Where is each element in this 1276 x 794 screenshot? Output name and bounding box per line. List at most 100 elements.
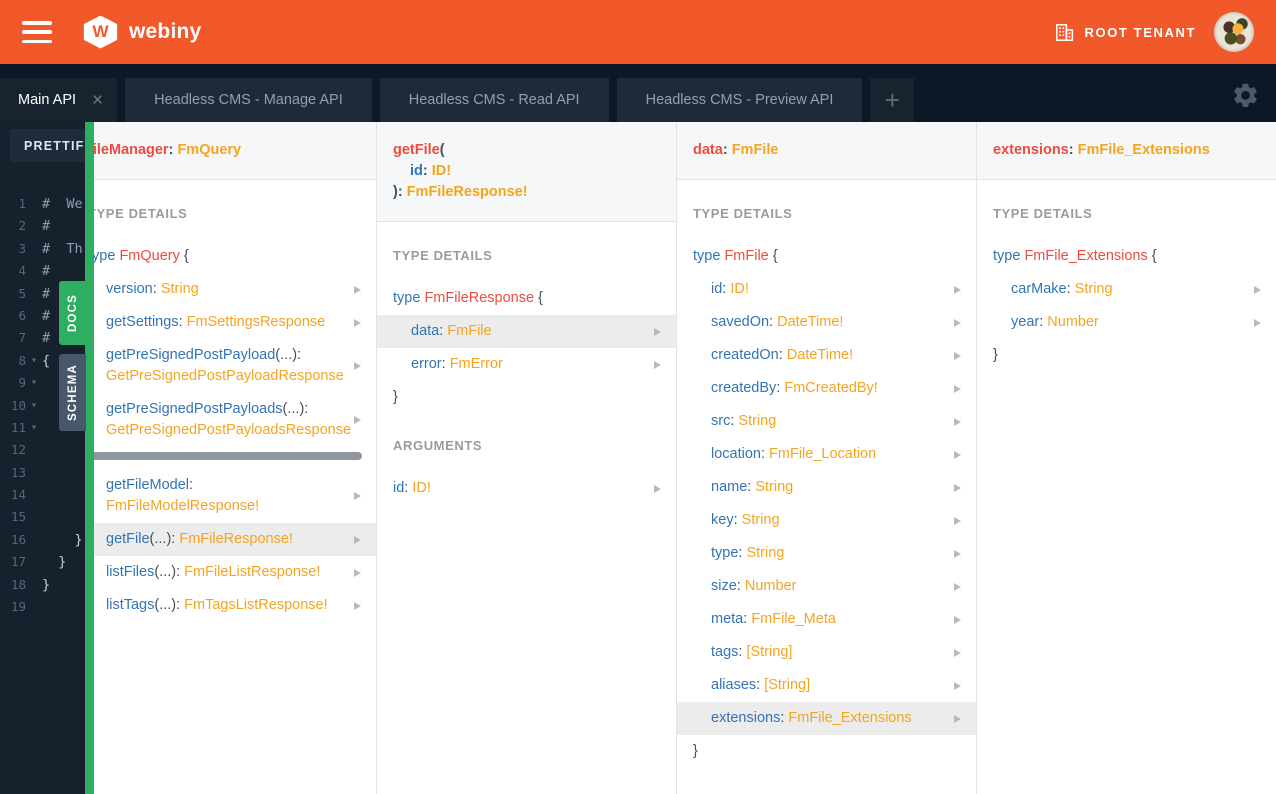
doc-row[interactable]: id: ID! [377,472,676,505]
doc-row[interactable]: meta: FmFile_Meta [677,603,976,636]
doc-row[interactable]: } [94,622,376,655]
code-line[interactable]: 2 # [0,215,94,237]
row-text: getFileModel: FmFileModelResponse! [106,477,259,514]
settings-gear-icon[interactable] [1231,81,1260,110]
doc-row[interactable]: savedOn: DateTime! [677,306,976,339]
token: Number [744,578,797,594]
doc-row[interactable]: size: Number [677,570,976,603]
token: : [738,644,747,660]
tab-schema[interactable]: SCHEMA [59,354,86,431]
doc-row[interactable]: type FmFile { [677,240,976,273]
code-line[interactable]: 13 [0,462,94,484]
add-tab-button[interactable]: + [870,78,915,122]
doc-row[interactable]: name: String [677,471,976,504]
token: FmFile [724,248,769,264]
doc-row[interactable]: extensions: FmFile_Extensions [677,702,976,735]
row-text: createdBy: FmCreatedBy! [711,380,878,396]
doc-row[interactable]: type: String [677,537,976,570]
doc-row[interactable]: src: String [677,405,976,438]
row-text: aliases: [String] [711,677,810,693]
code-line[interactable]: 10 ▾ [0,395,94,417]
code-line[interactable]: 3 # Th [0,238,94,260]
doc-row[interactable]: } [377,381,676,414]
token: { [179,248,189,264]
close-tab-icon[interactable]: × [92,89,104,111]
token: fileManager [94,142,169,158]
doc-row[interactable]: getPreSignedPostPayloads(...): GetPreSign… [94,393,376,447]
doc-row[interactable]: } [677,735,976,768]
api-tab[interactable]: Main API × [0,78,118,122]
token: createdOn [711,347,779,363]
api-tab[interactable]: Headless CMS - Read API [379,78,609,122]
doc-row[interactable]: getPreSignedPostPayload(...): GetPreSigne… [94,339,376,393]
line-number: 6 [18,307,26,323]
code-line[interactable]: 9 ▾ [0,372,94,394]
doc-row[interactable]: createdBy: FmCreatedBy! [677,372,976,405]
code-line[interactable]: 6 # [0,305,94,327]
tenant-selector[interactable]: ROOT TENANT [1054,22,1196,43]
api-tab[interactable]: Headless CMS - Manage API [125,78,372,122]
doc-row[interactable]: id: ID! [677,273,976,306]
code-line[interactable]: 4 # [0,260,94,282]
fold-arrow-icon[interactable]: ▾ [30,399,38,411]
tab-docs[interactable]: DOCS [59,281,86,345]
doc-row[interactable]: tags: [String] [677,636,976,669]
doc-row[interactable]: type FmQuery { [94,240,376,273]
token: { [1147,248,1157,264]
token: FmFileResponse! [406,184,528,200]
api-tab[interactable]: Headless CMS - Preview API [616,78,863,122]
doc-row[interactable]: year: Number [977,306,1276,339]
code-line[interactable]: 16 } [0,529,94,551]
doc-row[interactable]: key: String [677,504,976,537]
user-avatar[interactable] [1214,12,1254,52]
code-line[interactable]: 14 [0,484,94,506]
doc-row[interactable]: type FmFile_Extensions { [977,240,1276,273]
code-line[interactable]: 8 ▾ { [0,350,94,372]
token: getPreSignedPostPayload [106,347,276,363]
line-number: 14 [10,487,26,503]
hamburger-menu-icon[interactable] [22,21,52,43]
row-text: } [693,743,698,759]
docs-panel-resize-bar[interactable] [85,122,94,794]
fold-arrow-icon[interactable]: ▾ [30,354,38,366]
code-line[interactable]: 7 # [0,327,94,349]
prettify-button[interactable]: PRETTIFY [10,129,94,162]
doc-row[interactable]: getFile(...): FmFileResponse! [94,523,376,556]
doc-row[interactable]: location: FmFile_Location [677,438,976,471]
code-line[interactable]: 18} [0,574,94,596]
horizontal-scrollbar[interactable] [94,452,362,460]
code-line[interactable]: 1 # We [0,193,94,215]
line-number: 15 [10,509,26,525]
doc-row[interactable]: type FmFileResponse { [377,282,676,315]
row-text: id: ID! [393,480,431,496]
doc-row[interactable]: getFileModel: FmFileModelResponse! [94,469,376,523]
code-line[interactable]: 12 [0,439,94,461]
line-number: 17 [10,554,26,570]
code-line[interactable]: 5 # [0,283,94,305]
query-editor[interactable]: PRETTIFY 1 # We 2 #3 # Th 4 #5 #6 #7 #8 ▾{9 ▾ 10 ▾ 11 ▾… [0,122,94,794]
doc-row[interactable]: listTags(...): FmTagsListResponse! [94,589,376,622]
code-line[interactable]: 19 [0,596,94,618]
doc-row[interactable]: error: FmError [377,348,676,381]
code-line[interactable]: 15 [0,506,94,528]
fold-gutter [26,260,42,282]
doc-row[interactable]: } [977,339,1276,372]
doc-row[interactable]: data: FmFile [377,315,676,348]
doc-row[interactable]: carMake: String [977,273,1276,306]
code-line[interactable]: 17 } [0,551,94,573]
token: getFile [106,531,150,547]
token: FmError [449,356,503,372]
token: : [733,512,742,528]
doc-row[interactable]: listFiles(...): FmFileListResponse! [94,556,376,589]
doc-row[interactable]: version: String [94,273,376,306]
code-line[interactable]: 11 ▾ [0,417,94,439]
organization-icon [1055,23,1073,41]
doc-row[interactable]: createdOn: DateTime! [677,339,976,372]
fold-arrow-icon[interactable]: ▾ [30,421,38,433]
line-number: 12 [10,442,26,458]
expand-arrow-icon [954,516,961,525]
fold-arrow-icon[interactable]: ▾ [30,377,38,389]
doc-row[interactable]: aliases: [String] [677,669,976,702]
token: : [441,356,450,372]
doc-row[interactable]: getSettings: FmSettingsResponse [94,306,376,339]
